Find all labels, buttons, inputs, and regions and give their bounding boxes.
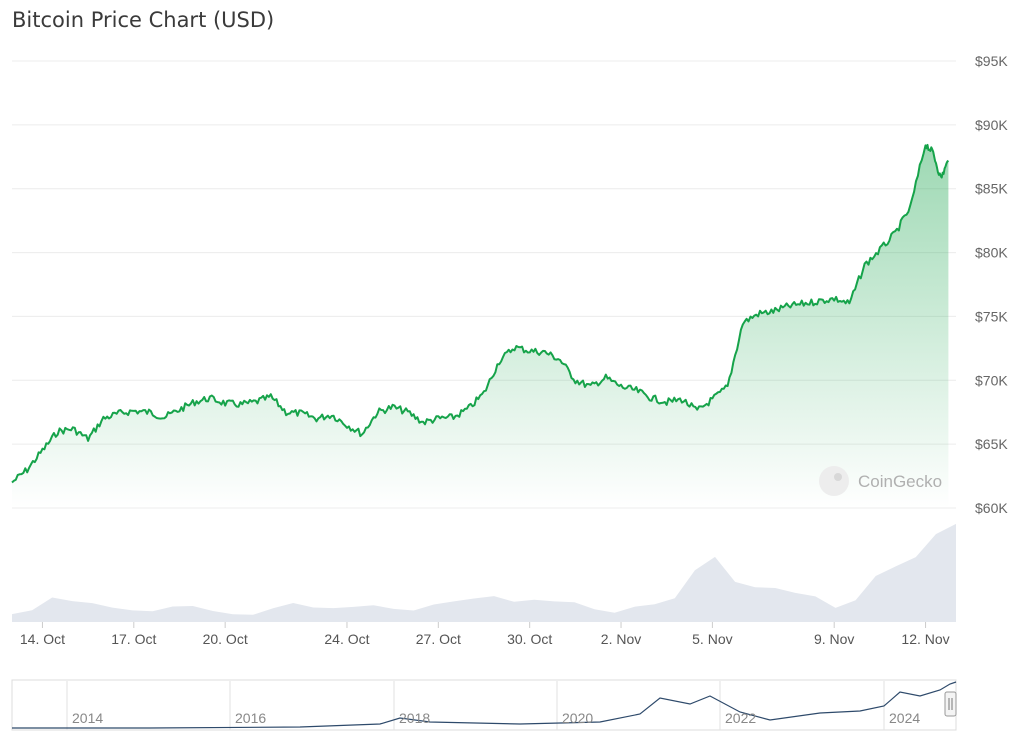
coingecko-watermark: CoinGecko [819, 466, 942, 496]
y-tick-label: $65K [975, 436, 1008, 452]
navigator-year-label: 2020 [562, 710, 593, 726]
navigator[interactable]: 2014 2016 2018 2020 2022 2024 [11, 679, 957, 731]
y-tick-label: $80K [975, 245, 1008, 261]
y-tick-label: $60K [975, 500, 1008, 516]
x-tick-label: 20. Oct [203, 631, 248, 647]
navigator-year-label: 2014 [72, 710, 103, 726]
navigator-year-label: 2016 [235, 710, 266, 726]
navigator-year-label: 2024 [889, 710, 920, 726]
x-axis: 14. Oct 17. Oct 20. Oct 24. Oct 27. Oct 30. O… [20, 622, 950, 647]
y-tick-label: $85K [975, 181, 1008, 197]
y-tick-label: $95K [975, 53, 1008, 69]
x-tick-label: 30. Oct [507, 631, 552, 647]
navigator-year-labels: 2014 2016 2018 2020 2022 2024 [72, 710, 920, 726]
x-tick-label: 17. Oct [111, 631, 156, 647]
navigator-series [12, 681, 957, 729]
price-line[interactable] [11, 143, 950, 484]
navigator-frame [11, 679, 957, 731]
page-title: Bitcoin Price Chart (USD) [12, 8, 275, 32]
x-tick-label: 27. Oct [416, 631, 461, 647]
watermark-text: CoinGecko [858, 472, 942, 491]
coingecko-logo-icon [819, 466, 849, 496]
y-tick-label: $90K [975, 117, 1008, 133]
x-tick-label: 24. Oct [324, 631, 369, 647]
navigator-handle[interactable] [944, 691, 957, 717]
price-area [12, 144, 949, 508]
navigator-year-label: 2018 [399, 710, 430, 726]
volume-silhouette [12, 523, 956, 622]
navigator-year-label: 2022 [725, 710, 756, 726]
y-tick-label: $70K [975, 372, 1008, 388]
x-tick-label: 14. Oct [20, 631, 65, 647]
volume-area [12, 523, 956, 622]
x-tick-label: 5. Nov [692, 631, 732, 647]
price-line-group[interactable] [11, 143, 950, 484]
price-area-fill [12, 144, 949, 508]
x-tick-label: 2. Nov [601, 631, 641, 647]
y-axis: $60K $65K $70K $75K $80K $85K $90K $95K [975, 53, 1008, 516]
coingecko-logo-eye-icon [834, 473, 842, 481]
x-tick-label: 9. Nov [814, 631, 854, 647]
x-tick-label: 12. Nov [901, 631, 949, 647]
y-tick-label: $75K [975, 308, 1008, 324]
